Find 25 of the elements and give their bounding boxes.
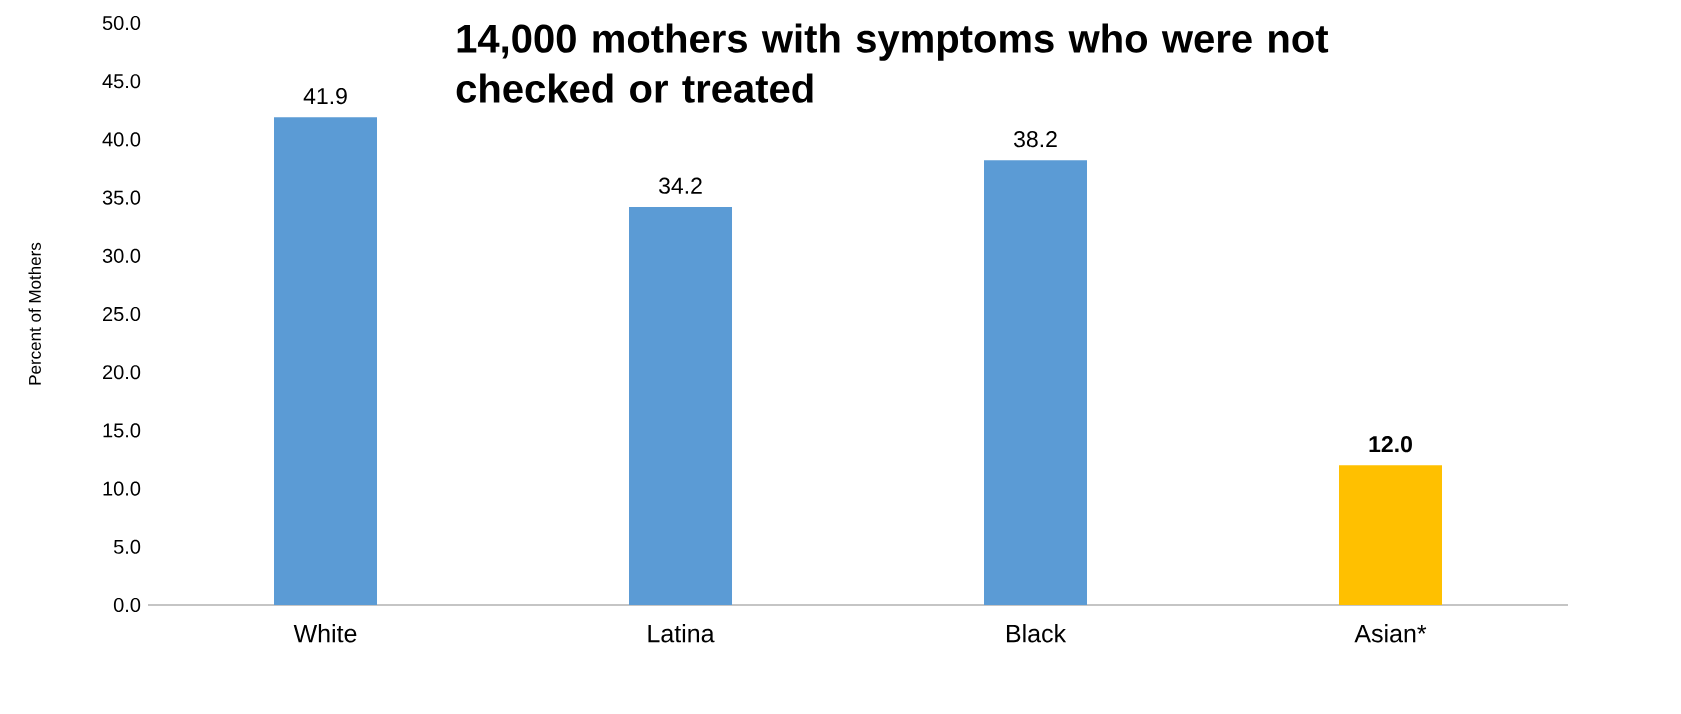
y-tick-label: 30.0	[102, 248, 141, 263]
x-tick-label: Asian*	[1354, 624, 1427, 643]
bar	[629, 206, 733, 605]
bar	[984, 160, 1087, 605]
bar	[274, 117, 378, 605]
data-label: 12.0	[1369, 435, 1412, 453]
data-label: 38.2	[1014, 131, 1057, 148]
y-tick-label: 20.0	[103, 365, 141, 380]
x-tick-label: Latina	[648, 624, 715, 643]
y-tick-label: 5.0	[113, 539, 141, 554]
x-tick-label: White	[293, 624, 357, 643]
y-tick-label: 0.0	[113, 597, 141, 613]
chart-title: 14,000 mothers with symptoms who were not checked or treated	[456, 23, 1329, 103]
y-tick-label: 25.0	[103, 306, 141, 322]
y-tick-label: 40.0	[102, 132, 141, 147]
data-label: 34.2	[659, 177, 702, 194]
y-axis-title: Percent of Mothers	[28, 242, 41, 385]
y-tick-label: 45.0	[102, 74, 141, 89]
y-tick-label: 50.0	[102, 15, 141, 31]
y-tick-label: 15.0	[103, 423, 141, 438]
bar	[1339, 465, 1443, 605]
y-tick-label: 10.0	[103, 481, 141, 496]
data-label: 41.9	[303, 87, 347, 105]
y-tick-label: 35.0	[102, 190, 141, 205]
x-tick-label: Black	[1006, 624, 1067, 643]
